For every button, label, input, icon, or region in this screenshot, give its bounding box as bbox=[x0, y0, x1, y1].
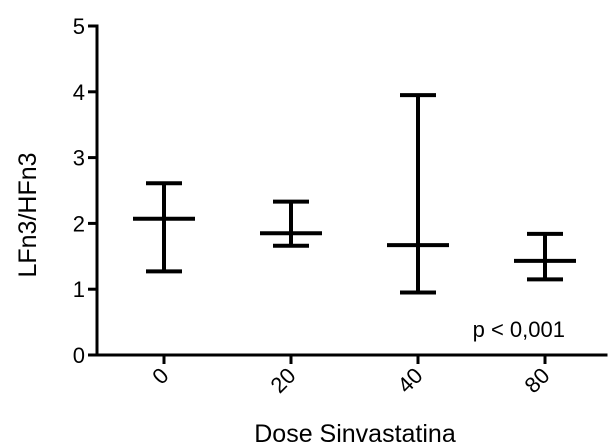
error-bar-80 bbox=[514, 231, 576, 282]
y-axis: 0 1 2 3 4 5 bbox=[73, 14, 99, 368]
x-tick-label: 20 bbox=[266, 363, 301, 398]
x-tick-label: 40 bbox=[393, 363, 428, 398]
error-bar-0 bbox=[133, 181, 195, 274]
y-tick-label: 3 bbox=[73, 146, 85, 171]
x-axis-title: Dose Sinvastatina bbox=[254, 420, 456, 443]
y-tick-label: 5 bbox=[73, 14, 85, 39]
error-bar-20 bbox=[260, 199, 322, 248]
y-axis-title: LFn3/HFn3 bbox=[14, 152, 42, 277]
x-axis: 0 20 40 80 bbox=[95, 353, 608, 398]
error-bar-40 bbox=[387, 93, 449, 295]
p-value-annotation: p < 0,001 bbox=[473, 317, 565, 342]
y-tick-label: 0 bbox=[73, 343, 85, 368]
error-bars bbox=[133, 93, 576, 295]
y-tick-label: 4 bbox=[73, 80, 85, 105]
x-tick-label: 0 bbox=[147, 363, 173, 389]
y-tick-label: 1 bbox=[73, 277, 85, 302]
y-tick-label: 2 bbox=[73, 211, 85, 236]
x-tick-label: 80 bbox=[520, 363, 555, 398]
